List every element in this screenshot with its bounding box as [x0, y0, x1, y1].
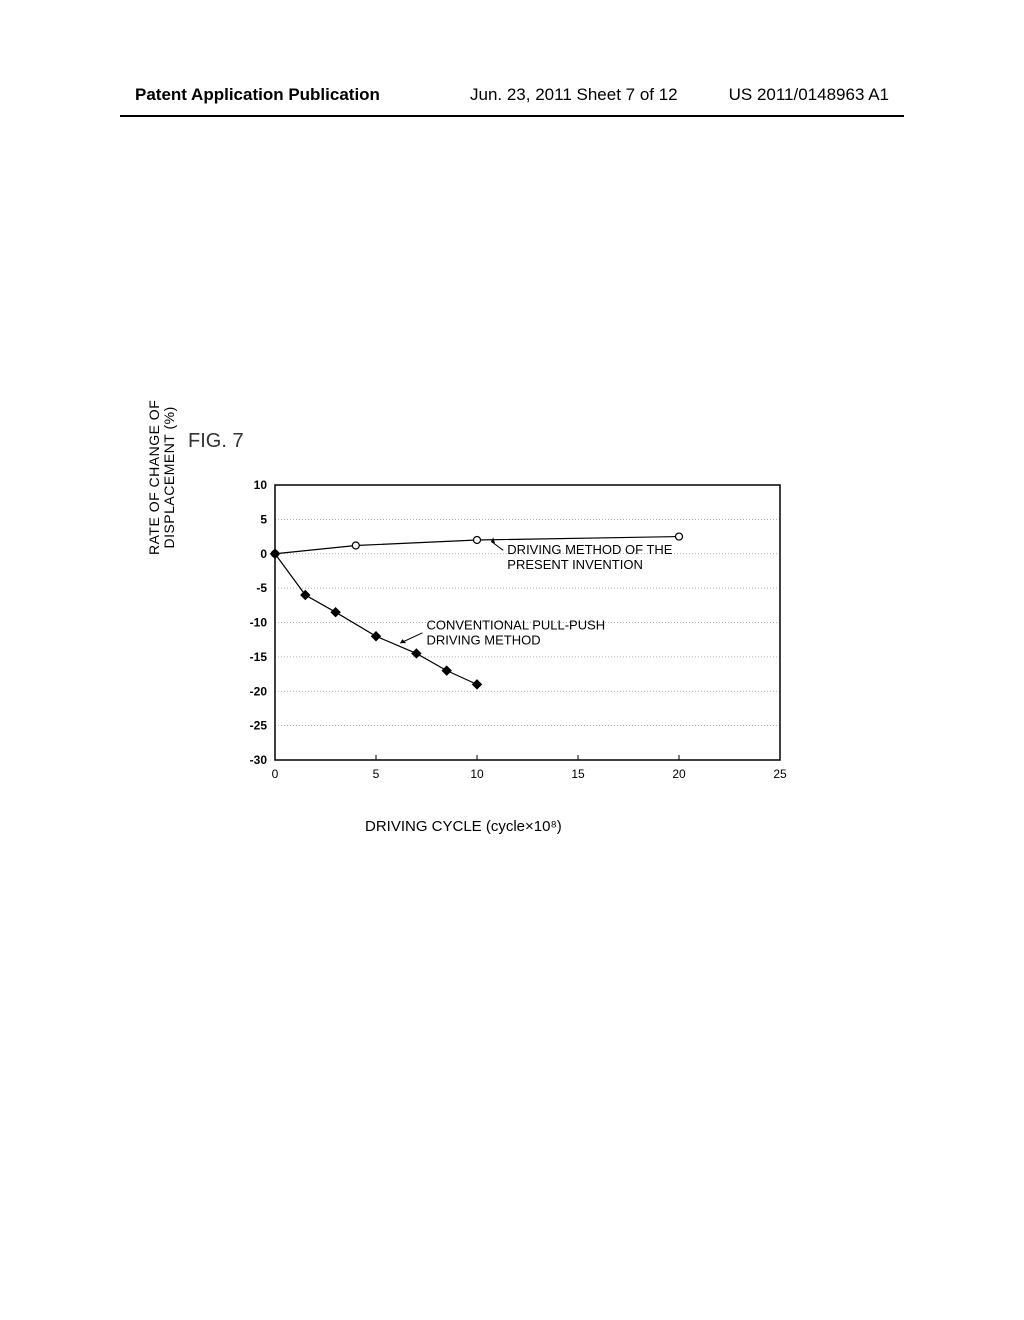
header-patent-number: US 2011/0148963 A1 — [729, 85, 889, 105]
svg-text:DRIVING METHOD OF THE: DRIVING METHOD OF THE — [507, 542, 672, 557]
line-chart: 0 5 10 15 20 25 10 5 0 -5 -10 -15 -20 -25 -30 DRIVING M… — [235, 475, 795, 795]
svg-text:CONVENTIONAL PULL-PUSH: CONVENTIONAL PULL-PUSH — [427, 617, 606, 632]
header-date-sheet: Jun. 23, 2011 Sheet 7 of 12 — [470, 85, 678, 105]
svg-text:10: 10 — [470, 767, 484, 781]
svg-text:-30: -30 — [250, 753, 268, 767]
y-axis-label: RATE OF CHANGE OF DISPLACEMENT (%) — [147, 400, 178, 555]
x-axis-label: DRIVING CYCLE (cycle×10⁸) — [365, 818, 562, 835]
chart-container: 0 5 10 15 20 25 10 5 0 -5 -10 -15 -20 -25 -30 DRIVING M… — [235, 475, 795, 795]
svg-text:DRIVING METHOD: DRIVING METHOD — [427, 632, 541, 647]
page: Patent Application Publication Jun. 23, … — [0, 0, 1024, 1320]
svg-text:-5: -5 — [256, 581, 267, 595]
figure-label: FIG. 7 — [188, 430, 244, 453]
header-publication: Patent Application Publication — [135, 85, 380, 105]
svg-text:-15: -15 — [250, 650, 268, 664]
page-header: Patent Application Publication Jun. 23, … — [0, 85, 1024, 115]
svg-text:-20: -20 — [250, 684, 268, 698]
svg-text:15: 15 — [571, 767, 585, 781]
svg-text:-10: -10 — [250, 616, 268, 630]
svg-text:5: 5 — [260, 512, 267, 526]
header-divider — [120, 115, 904, 117]
svg-text:0: 0 — [272, 767, 279, 781]
svg-text:10: 10 — [254, 478, 268, 492]
svg-text:20: 20 — [672, 767, 686, 781]
svg-text:PRESENT INVENTION: PRESENT INVENTION — [507, 557, 643, 572]
svg-text:-25: -25 — [250, 719, 268, 733]
svg-text:25: 25 — [773, 767, 787, 781]
svg-text:0: 0 — [260, 547, 267, 561]
svg-text:5: 5 — [373, 767, 380, 781]
